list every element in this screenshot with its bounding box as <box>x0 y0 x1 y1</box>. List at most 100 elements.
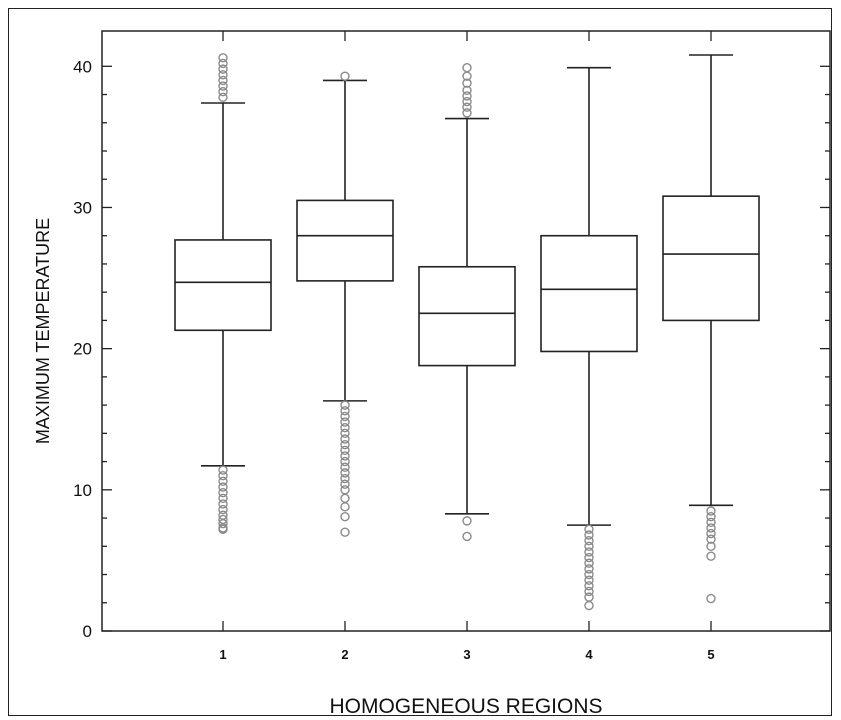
outlier-point <box>340 451 350 461</box>
outlier-point <box>584 535 594 546</box>
boxes-layer <box>174 53 760 611</box>
outlier-point <box>584 600 594 611</box>
outlier-point <box>340 485 350 495</box>
outlier-point <box>584 558 594 568</box>
outlier-point <box>584 575 594 585</box>
outlier-point <box>462 108 472 118</box>
outlier-point <box>340 473 350 484</box>
outlier-point <box>706 528 716 539</box>
outlier-point <box>340 400 350 410</box>
box-region-1 <box>174 53 272 535</box>
box-iqr <box>662 195 760 322</box>
x-tick-label: 5 <box>707 647 714 662</box>
outlier-point <box>340 493 350 503</box>
outlier-point <box>340 445 350 455</box>
x-tick-label: 2 <box>341 647 348 662</box>
outlier-point <box>584 592 594 602</box>
outlier-point <box>340 434 350 444</box>
outlier-point <box>584 541 594 551</box>
plot-area <box>101 30 831 632</box>
box-iqr <box>418 265 516 367</box>
outlier-point <box>340 527 350 537</box>
x-axis: 1 2 3 4 5 <box>219 31 715 662</box>
y-tick-label: 40 <box>73 57 92 76</box>
outlier-point <box>218 493 228 503</box>
box-iqr <box>296 199 394 282</box>
outlier-point <box>218 471 228 481</box>
box-iqr <box>540 234 638 353</box>
box-region-2 <box>296 71 394 537</box>
outlier-point <box>340 406 350 416</box>
outlier-point <box>218 92 228 103</box>
outlier-point <box>340 462 350 472</box>
outlier-point <box>584 581 594 591</box>
outlier-point <box>706 511 716 522</box>
box-region-4 <box>540 66 638 611</box>
outlier-point <box>584 569 594 580</box>
y-axis-title: MAXIMUM TEMPERATURE <box>33 218 53 444</box>
box-iqr <box>174 239 272 332</box>
outlier-point <box>218 81 228 91</box>
y-axis: 0 10 20 30 40 <box>73 57 830 641</box>
outlier-point <box>218 504 228 515</box>
outlier-point <box>218 58 228 69</box>
outlier-point <box>462 78 472 88</box>
outlier-point <box>218 476 228 487</box>
outlier-point <box>340 417 350 427</box>
outlier-point <box>462 102 472 112</box>
outlier-point <box>218 482 228 492</box>
outlier-point <box>340 428 350 439</box>
x-tick-label: 1 <box>219 647 226 662</box>
outlier-point <box>584 552 594 563</box>
outlier-point <box>462 516 472 526</box>
outlier-point <box>462 85 472 95</box>
outlier-point <box>706 593 716 604</box>
x-tick-label: 4 <box>585 647 593 662</box>
outlier-point <box>584 586 594 597</box>
outlier-point <box>218 487 228 498</box>
outlier-point <box>584 524 594 535</box>
outlier-point <box>218 465 228 475</box>
figure-border <box>8 8 832 716</box>
outlier-point <box>706 517 716 527</box>
outlier-point <box>340 439 350 450</box>
outlier-point <box>706 506 716 516</box>
outlier-point <box>462 91 472 101</box>
outlier-point <box>340 502 350 512</box>
outlier-point <box>584 530 594 540</box>
outlier-point <box>218 499 228 509</box>
outlier-point <box>218 524 228 535</box>
outlier-point <box>340 71 350 81</box>
y-tick-label: 30 <box>73 198 92 217</box>
outlier-point <box>462 63 472 73</box>
x-axis-title: HOMOGENEOUS REGIONS <box>329 695 602 718</box>
outlier-point <box>218 53 228 63</box>
outlier-point <box>340 468 350 478</box>
outlier-point <box>340 511 350 522</box>
outlier-point <box>340 479 350 489</box>
outlier-point <box>340 423 350 433</box>
outlier-point <box>584 564 594 574</box>
outlier-point <box>462 96 472 107</box>
outlier-point <box>218 87 228 97</box>
outlier-point <box>218 70 228 80</box>
outlier-point <box>218 75 228 86</box>
box-region-5 <box>662 54 760 604</box>
outlier-point <box>706 523 716 533</box>
outlier-point <box>706 541 716 551</box>
outlier-point <box>340 411 350 422</box>
outlier-point <box>218 519 228 529</box>
outlier-point <box>340 456 350 467</box>
x-tick-label: 3 <box>463 647 470 662</box>
outlier-point <box>218 64 228 74</box>
outlier-point <box>462 531 472 542</box>
y-tick-label: 0 <box>83 622 92 641</box>
outlier-point <box>706 534 716 544</box>
box-region-3 <box>418 63 516 542</box>
outlier-point <box>706 551 716 561</box>
y-tick-label: 10 <box>73 481 92 500</box>
y-tick-label: 20 <box>73 340 92 359</box>
outlier-point <box>584 547 594 557</box>
